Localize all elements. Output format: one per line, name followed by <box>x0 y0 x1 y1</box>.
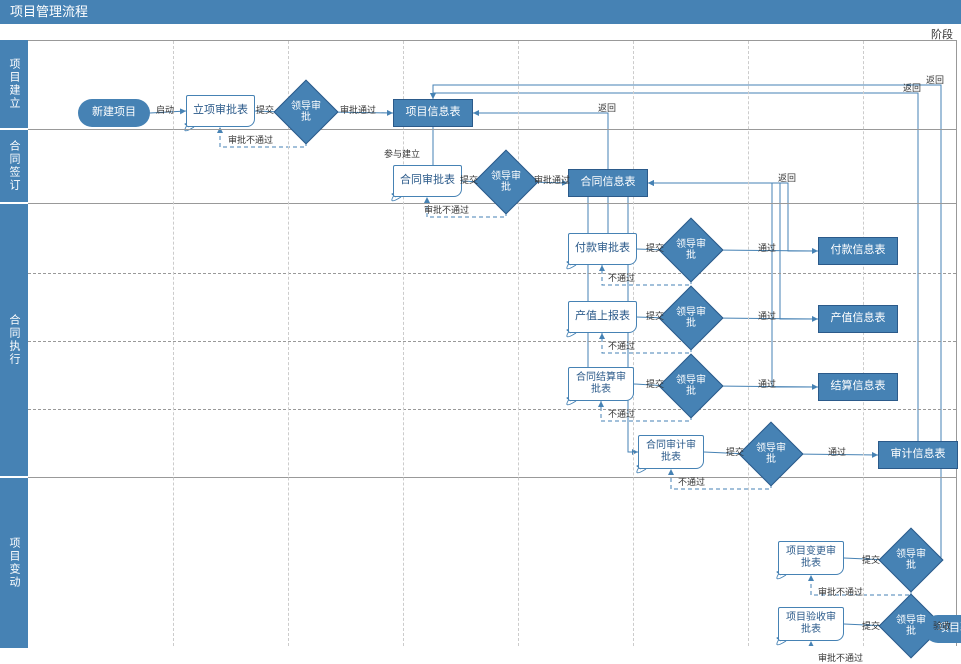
edge-label: 通过 <box>758 241 776 254</box>
edge-label: 提交 <box>862 553 880 566</box>
edge-label: 提交 <box>460 173 478 186</box>
node-change_form: 项目变更审批表 <box>778 541 844 575</box>
edge-label: 返回 <box>598 101 616 114</box>
page-title: 项目管理流程 <box>0 0 961 24</box>
edge-label: 审批通过 <box>534 173 570 186</box>
node-project_info: 项目信息表 <box>393 99 473 127</box>
hline <box>28 409 956 410</box>
edge-label: 提交 <box>256 103 274 116</box>
node-settle_form: 合同结算审批表 <box>568 367 634 401</box>
lane-lane3: 合同执行 <box>0 204 28 476</box>
hline <box>28 341 956 342</box>
edge-label: 不通过 <box>608 271 635 284</box>
vline <box>748 41 749 646</box>
edge-label: 提交 <box>646 377 664 390</box>
edge-label: 提交 <box>726 445 744 458</box>
node-leader7: 领导审批 <box>888 537 934 583</box>
node-pay_form: 付款审批表 <box>568 233 637 265</box>
node-leader4: 领导审批 <box>668 295 714 341</box>
node-audit_info: 审计信息表 <box>878 441 958 469</box>
hline <box>28 273 956 274</box>
flowchart-grid: 新建项目立项审批表领导审批项目信息表合同审批表领导审批合同信息表付款审批表领导审… <box>28 40 957 646</box>
node-approval_form: 立项审批表 <box>186 95 255 127</box>
edge-label: 通过 <box>828 445 846 458</box>
node-value_info: 产值信息表 <box>818 305 898 333</box>
node-settle_info: 结算信息表 <box>818 373 898 401</box>
node-contract_form: 合同审批表 <box>393 165 462 197</box>
edge-label: 返回 <box>926 73 944 86</box>
node-leader1: 领导审批 <box>283 89 329 135</box>
hline <box>28 477 956 478</box>
node-new_project: 新建项目 <box>78 99 150 127</box>
edge-label: 提交 <box>646 309 664 322</box>
vline <box>518 41 519 646</box>
node-leader2: 领导审批 <box>483 159 529 205</box>
lane-lane4: 项目变动 <box>0 478 28 648</box>
edge-label: 提交 <box>646 241 664 254</box>
swimlane-column: 项目建立合同签订合同执行项目变动 <box>0 40 28 646</box>
edge-label: 提交 <box>862 619 880 632</box>
node-audit_form: 合同审计审批表 <box>638 435 704 469</box>
node-leader5: 领导审批 <box>668 363 714 409</box>
edge-label: 参与建立 <box>384 147 420 160</box>
vline <box>173 41 174 646</box>
edge-label: 审批通过 <box>340 103 376 116</box>
edge-label: 验收 <box>933 619 951 632</box>
node-accept_form: 项目验收审批表 <box>778 607 844 641</box>
edge-label: 审批不通过 <box>228 133 273 146</box>
hline <box>28 129 956 130</box>
edge-label: 不通过 <box>678 475 705 488</box>
edge-label: 不通过 <box>608 407 635 420</box>
edge-label: 返回 <box>778 171 796 184</box>
vline <box>403 41 404 646</box>
edge-label: 启动 <box>156 103 174 116</box>
edge-label: 不通过 <box>608 339 635 352</box>
node-value_form: 产值上报表 <box>568 301 637 333</box>
node-leader3: 领导审批 <box>668 227 714 273</box>
node-pay_info: 付款信息表 <box>818 237 898 265</box>
edge-label: 返回 <box>903 81 921 94</box>
edge-label: 通过 <box>758 309 776 322</box>
edge-label: 审批不通过 <box>818 585 863 598</box>
edge-label: 通过 <box>758 377 776 390</box>
lane-lane2: 合同签订 <box>0 130 28 202</box>
edge-label: 审批不通过 <box>818 651 863 664</box>
node-leader6: 领导审批 <box>748 431 794 477</box>
edge-label: 审批不通过 <box>424 203 469 216</box>
node-contract_info: 合同信息表 <box>568 169 648 197</box>
lane-lane1: 项目建立 <box>0 40 28 128</box>
